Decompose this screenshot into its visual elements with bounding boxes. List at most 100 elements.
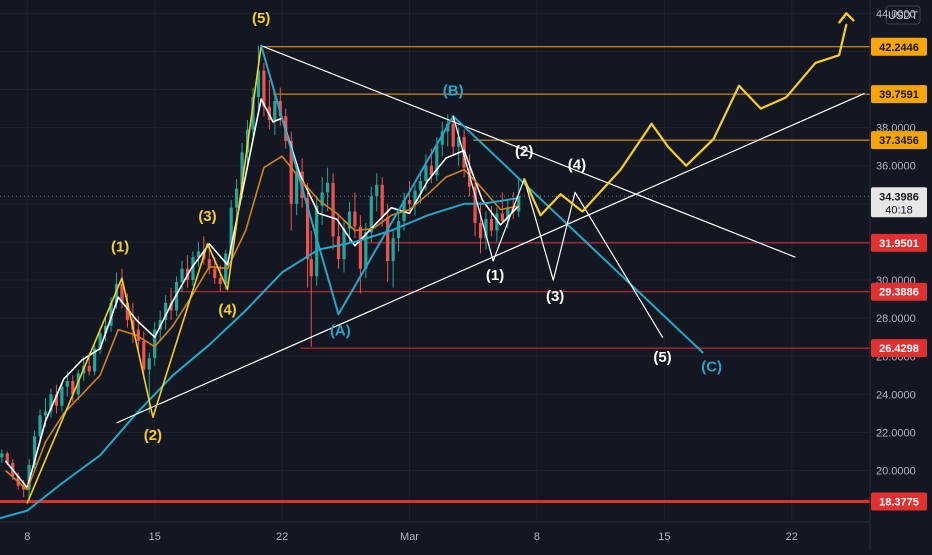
candle-body (446, 123, 450, 132)
current-price-label: 34.3986 (879, 191, 919, 203)
candle-body (218, 278, 222, 284)
candle-body (320, 192, 324, 206)
y-tick-label: 28.0000 (876, 313, 916, 325)
yellow-impulse-wave (26, 44, 263, 504)
candle-body (98, 333, 102, 349)
candle-body (27, 464, 31, 490)
candle-body (54, 394, 59, 406)
candle-body (207, 259, 211, 269)
moving-averages (0, 98, 520, 520)
candle-body (0, 453, 4, 458)
price-tag (871, 492, 927, 511)
candle-body (353, 211, 357, 227)
candle-body (364, 232, 368, 269)
time-axis[interactable]: 8 15 22 Mar 8 15 22 (0, 521, 870, 543)
white-projection-wave (452, 115, 664, 338)
wave-label: (3) (198, 208, 216, 225)
wave-label: (5) (653, 349, 671, 366)
candle-body (429, 165, 433, 176)
candle-body (213, 268, 217, 279)
candle-body (369, 196, 373, 233)
candle-body (484, 219, 488, 239)
candle-body (295, 171, 299, 204)
y-tick-label: 36.0000 (876, 161, 916, 173)
candle-body (109, 302, 113, 326)
price-tag (871, 85, 927, 104)
candle-body (164, 302, 168, 321)
x-tick-label: 8 (534, 531, 540, 543)
currency-badge[interactable] (885, 5, 921, 25)
candle-body (407, 200, 412, 204)
price-tag (871, 339, 927, 358)
candle-body (358, 226, 362, 269)
horizontal-levels (0, 46, 870, 503)
wave-label: (A) (330, 322, 351, 339)
candle-body (424, 165, 428, 181)
candle-body (5, 453, 9, 463)
candle-body (451, 123, 455, 147)
wave-label: (B) (443, 82, 464, 99)
wave-label: (3) (546, 288, 564, 305)
x-tick-label: 22 (786, 531, 798, 543)
candle-body (326, 182, 330, 193)
candle-body (336, 236, 341, 260)
candle-body (174, 281, 179, 311)
wave-label: (1) (486, 267, 504, 284)
x-tick-label: 15 (658, 531, 670, 543)
candle-body (305, 198, 310, 260)
wave-label: (C) (701, 358, 722, 375)
candle-body (251, 97, 255, 130)
candle-body (87, 365, 91, 372)
x-tick-label: Mar (400, 531, 419, 543)
candle-body (49, 394, 53, 412)
candle-body (380, 184, 384, 218)
candle-body (262, 70, 266, 107)
candle-body (103, 325, 108, 334)
price-tag-label: 31.9501 (879, 238, 919, 250)
price-tag (871, 131, 927, 150)
wave-label: (4) (218, 301, 236, 318)
price-tag-label: 37.3456 (879, 135, 919, 147)
candle-body (289, 140, 293, 204)
candle-body (435, 144, 439, 176)
y-tick-label: 20.0000 (876, 466, 916, 478)
candle-body (38, 415, 42, 437)
candle-body (120, 283, 124, 303)
price-tags: 42.2446 39.7591 37.3456 31.9501 29.3886 26.42… (871, 37, 927, 511)
candle-body (331, 182, 335, 237)
candle-body (396, 220, 401, 239)
candle-body (457, 137, 461, 147)
candle-body (375, 184, 379, 197)
candle-body (71, 381, 75, 395)
price-tag-label: 39.7591 (879, 89, 919, 101)
wave-label: (1) (111, 238, 129, 255)
wave-label: (5) (252, 10, 270, 27)
candle-body (65, 381, 69, 387)
candle-body (413, 190, 417, 204)
x-tick-label: 8 (24, 531, 30, 543)
x-tick-label: 15 (149, 531, 161, 543)
countdown-label: 40:18 (885, 204, 913, 216)
candle-body (136, 329, 140, 342)
grid (0, 0, 870, 522)
wave-labels: (1) (2) (3) (4) (5) (A) (B) (C) (1) (2) (3) (4) (5) (111, 10, 722, 444)
candle-body (235, 188, 239, 208)
candle-body (506, 207, 510, 221)
candle-body (489, 219, 494, 231)
candle-body (32, 436, 37, 465)
blue-abc-wave (260, 44, 704, 354)
x-tick-label: 22 (276, 531, 288, 543)
ma-orange (4, 155, 519, 491)
candle-body (240, 152, 244, 189)
wave-label: (2) (144, 427, 162, 444)
candle-body (153, 329, 157, 359)
candle-body (125, 302, 130, 321)
ma-blue (0, 197, 519, 520)
candle-body (309, 259, 313, 277)
price-tag (871, 282, 927, 301)
price-axis[interactable]: USDT 20.000022.000024.000026.000028.0000… (869, 0, 932, 550)
candle-body (386, 217, 390, 261)
